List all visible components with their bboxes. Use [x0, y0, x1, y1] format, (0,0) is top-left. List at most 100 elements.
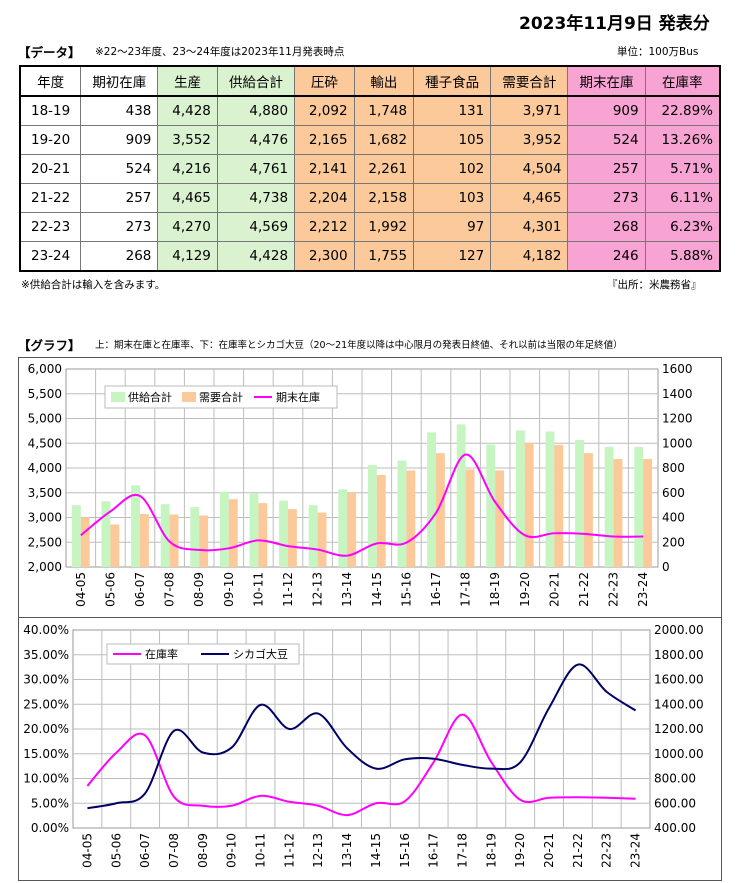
y-tick-right: 1400	[662, 387, 693, 401]
table-cell: 13.26%	[644, 125, 721, 155]
table-row: 20-21 524 4,216 4,761 2,141 2,261 102 4,504 257 5…	[19, 154, 721, 184]
table-cell: 524	[567, 125, 646, 155]
x-tick-label: 10-11	[251, 572, 265, 607]
bar-supply	[486, 444, 496, 567]
table-cell: 1,755	[353, 241, 415, 272]
x-tick-label: 21-22	[577, 572, 591, 607]
y-tick-left: 2,500	[28, 535, 62, 549]
table-cell: 127	[413, 241, 492, 272]
table-cell: 4,270	[157, 212, 218, 242]
report-date: 2023年11月9日 発表分	[519, 14, 710, 34]
x-tick-label: 20-21	[542, 833, 556, 868]
bar-supply	[397, 460, 407, 567]
x-tick-label: 21-22	[571, 833, 585, 868]
table-cell: 3,952	[490, 125, 569, 155]
supply-demand-table: 年度 期初在庫 生産 供給合計 圧砕 輸出 種子食品 需要合計 期末在庫 在庫率 18-19 438…	[19, 65, 721, 272]
y-tick-right: 800.00	[654, 772, 696, 786]
x-tick-label: 10-11	[254, 833, 268, 868]
table-cell: 257	[567, 154, 646, 184]
bar-supply	[71, 505, 81, 567]
x-tick-label: 06-07	[133, 572, 147, 607]
table-cell: 102	[413, 154, 492, 184]
bar-demand	[554, 444, 564, 567]
x-tick-label: 09-10	[225, 833, 239, 868]
table-cell: 2,212	[294, 212, 355, 242]
y-tick-left: 4,000	[28, 461, 62, 475]
bar-supply	[101, 501, 111, 567]
y-tick-right: 1200.00	[654, 722, 704, 736]
y-tick-right: 1000	[662, 436, 693, 450]
table-cell: 131	[413, 95, 492, 126]
x-tick-label: 18-19	[488, 572, 502, 607]
charts-canvas: 2,000 2,500 3,000 3,500 4,000 4,500 5,000 5,500…	[18, 357, 722, 881]
bar-supply	[279, 500, 288, 567]
bar-demand	[495, 470, 505, 567]
table-cell: 6.11%	[644, 183, 721, 213]
x-tick-label: 23-24	[629, 833, 643, 868]
table-cell: 1,748	[353, 95, 415, 126]
bar-supply	[604, 446, 614, 567]
table-cell: 5.88%	[644, 241, 721, 272]
legend-label-ratio: 在庫率	[145, 647, 178, 661]
y-tick-right: 1200	[662, 412, 693, 426]
table-cell: 438	[80, 95, 159, 126]
table-cell: 2,158	[353, 183, 415, 213]
y-tick-left: 5.00%	[31, 796, 69, 810]
y-tick-right: 600.00	[654, 796, 696, 810]
x-tick-label: 17-18	[455, 833, 469, 868]
legend-label-stock: 期末在庫	[276, 390, 320, 404]
table-cell: 19-20	[19, 125, 82, 155]
table-cell: 909	[567, 95, 646, 126]
x-tick-label: 11-12	[282, 833, 296, 868]
x-tick-label: 04-05	[74, 572, 88, 607]
bar-demand	[288, 509, 297, 567]
table-cell: 273	[80, 212, 159, 242]
x-tick-label: 12-13	[311, 572, 325, 607]
column-header: 種子食品	[413, 65, 492, 97]
table-cell: 2,300	[294, 241, 355, 272]
y-tick-left: 6,000	[28, 362, 62, 376]
x-tick-label: 20-21	[547, 572, 561, 607]
bar-supply	[338, 489, 348, 567]
y-tick-left: 0.00%	[31, 821, 69, 835]
table-cell: 3,552	[157, 125, 218, 155]
bar-supply	[575, 439, 584, 567]
bar-supply	[249, 493, 259, 567]
bar-demand	[406, 470, 416, 567]
y-tick-left: 5,000	[28, 412, 62, 426]
x-tick-label: 08-09	[196, 833, 210, 868]
bar-supply	[427, 432, 436, 567]
y-tick-left: 10.00%	[23, 772, 69, 786]
table-cell: 4,465	[490, 183, 569, 213]
table-cell: 20-21	[19, 154, 82, 184]
bar-demand	[347, 492, 357, 567]
bar-supply	[367, 465, 377, 567]
table-cell: 1,992	[353, 212, 415, 242]
unit-label: 単位：100万Bus	[617, 46, 699, 58]
y-tick-right: 1000.00	[654, 747, 704, 761]
table-cell: 246	[567, 241, 646, 272]
y-tick-right: 800	[662, 461, 685, 475]
y-tick-left: 35.00%	[23, 648, 69, 662]
bar-supply	[308, 505, 318, 567]
table-cell: 97	[413, 212, 492, 242]
y-tick-right: 600	[662, 486, 685, 500]
y-tick-right: 400.00	[654, 821, 696, 835]
legend-box	[104, 385, 338, 409]
table-cell: 268	[80, 241, 159, 272]
y-tick-left: 2,000	[28, 560, 62, 574]
column-header: 需要合計	[490, 65, 569, 97]
x-tick-label: 15-16	[399, 572, 413, 607]
bar-demand	[140, 514, 149, 567]
x-tick-label: 11-12	[281, 572, 295, 607]
series-line	[86, 713, 636, 817]
bar-demand	[643, 458, 653, 567]
y-tick-right: 1600	[662, 362, 693, 376]
table-row: 22-23 273 4,270 4,569 2,212 1,992 97 4,301 268 6.…	[19, 212, 721, 242]
bar-demand	[110, 524, 120, 567]
table-cell: 4,569	[216, 212, 296, 242]
bottom-chart-frame	[18, 617, 722, 881]
column-header: 期末在庫	[567, 65, 646, 97]
bar-demand	[376, 474, 386, 567]
bar-supply	[190, 507, 200, 567]
